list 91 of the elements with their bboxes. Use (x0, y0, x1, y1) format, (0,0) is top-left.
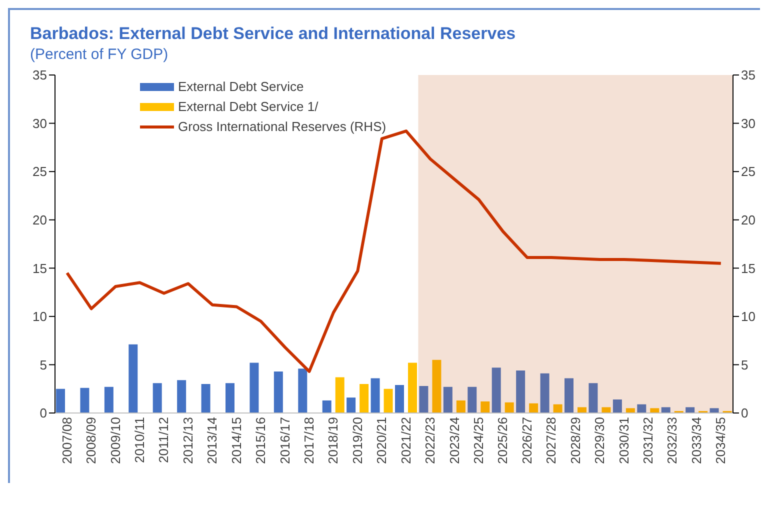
y-tick-label: 5 (40, 357, 47, 372)
bar (516, 370, 526, 413)
legend-label: External Debt Service 1/ (178, 98, 318, 116)
bar (335, 377, 344, 413)
bar (56, 388, 65, 413)
y2-tick-label: 5 (741, 357, 748, 372)
x-tick-label: 2025/26 (495, 417, 510, 464)
bar (128, 344, 138, 413)
x-tick-label: 2033/34 (688, 417, 704, 464)
x-tick-label: 2031/32 (640, 417, 656, 464)
bar (226, 383, 234, 413)
chart-title: Barbados: External Debt Service and International Reserves (30, 24, 517, 44)
y2-tick-label: 25 (741, 164, 756, 180)
x-tick-label: 2012/13 (180, 417, 196, 464)
bar (432, 360, 442, 413)
bar (80, 388, 90, 413)
bar (298, 368, 308, 413)
x-tick-label: 2029/30 (592, 417, 608, 464)
bar (250, 362, 259, 413)
bar (468, 386, 477, 413)
x-tick-label: 2007/08 (59, 417, 74, 464)
x-tick-label: 2010/11 (132, 417, 147, 464)
bar (650, 408, 660, 413)
bar (661, 407, 670, 413)
x-tick-label: 2030/31 (616, 417, 632, 464)
x-tick-label: 2015/16 (253, 417, 268, 464)
bar (201, 384, 210, 413)
bar (504, 402, 514, 413)
bar (370, 378, 380, 413)
bar (637, 404, 646, 413)
bar (384, 388, 393, 413)
x-tick-label: 2011/12 (156, 417, 172, 464)
bar (553, 404, 562, 413)
x-tick-label: 2032/33 (664, 417, 680, 464)
y2-tick-label: 35 (741, 68, 756, 83)
bar (588, 383, 598, 413)
y2-tick-label: 20 (741, 212, 756, 228)
x-tick-label: 2016/17 (277, 417, 292, 464)
y-tick-label: 0 (40, 406, 47, 421)
x-tick-label: 2019/20 (350, 417, 365, 464)
y-tick-label: 30 (32, 116, 47, 131)
bar (710, 408, 719, 413)
bar (322, 400, 332, 413)
y-tick-label: 15 (32, 260, 47, 276)
bar (104, 386, 114, 413)
x-tick-label: 2020/21 (374, 417, 390, 464)
bar (686, 407, 695, 413)
y2-tick-label: 15 (741, 260, 756, 276)
bar (456, 400, 466, 413)
x-tick-label: 2013/14 (204, 417, 220, 464)
x-tick-label: 2017/18 (301, 417, 316, 464)
y-tick-label: 35 (32, 68, 47, 83)
x-tick-label: 2014/15 (228, 417, 244, 464)
bar (626, 408, 635, 413)
x-tick-label: 2023/24 (446, 417, 462, 464)
x-tick-label: 2026/27 (519, 417, 534, 464)
x-tick-label: 2024/25 (470, 417, 486, 464)
legend-label: External Debt Service (178, 78, 304, 96)
bar (360, 384, 369, 413)
bar (419, 386, 428, 413)
y2-tick-label: 30 (741, 116, 756, 131)
y2-tick-label: 0 (741, 406, 748, 421)
bar (564, 378, 574, 413)
bar (480, 401, 490, 413)
bar (274, 371, 283, 413)
y2-tick-label: 10 (741, 309, 756, 324)
y-tick-label: 10 (32, 309, 47, 324)
bar (177, 380, 186, 413)
bar (578, 407, 586, 413)
x-tick-label: 2034/35 (713, 417, 728, 464)
bar (408, 362, 417, 413)
x-tick-label: 2009/10 (108, 417, 123, 464)
bar (492, 368, 501, 413)
bar (540, 373, 550, 413)
bar (395, 384, 404, 413)
y-tick-label: 25 (32, 164, 47, 180)
x-tick-label: 2022/23 (422, 417, 438, 464)
x-tick-label: 2028/29 (568, 417, 583, 464)
y-tick-label: 20 (32, 212, 47, 228)
bar (612, 399, 622, 413)
bar (346, 398, 356, 413)
bar (152, 383, 162, 413)
legend-label: Gross International Reserves (RHS) (178, 118, 386, 136)
x-tick-label: 2008/09 (84, 417, 99, 464)
bar (529, 403, 538, 413)
bar (602, 407, 611, 413)
x-tick-label: 2018/19 (326, 417, 341, 464)
x-tick-label: 2021/22 (398, 417, 414, 464)
chart-subtitle: (Percent of FY GDP) (30, 46, 170, 63)
bar (443, 386, 452, 413)
x-tick-label: 2027/28 (544, 417, 559, 464)
